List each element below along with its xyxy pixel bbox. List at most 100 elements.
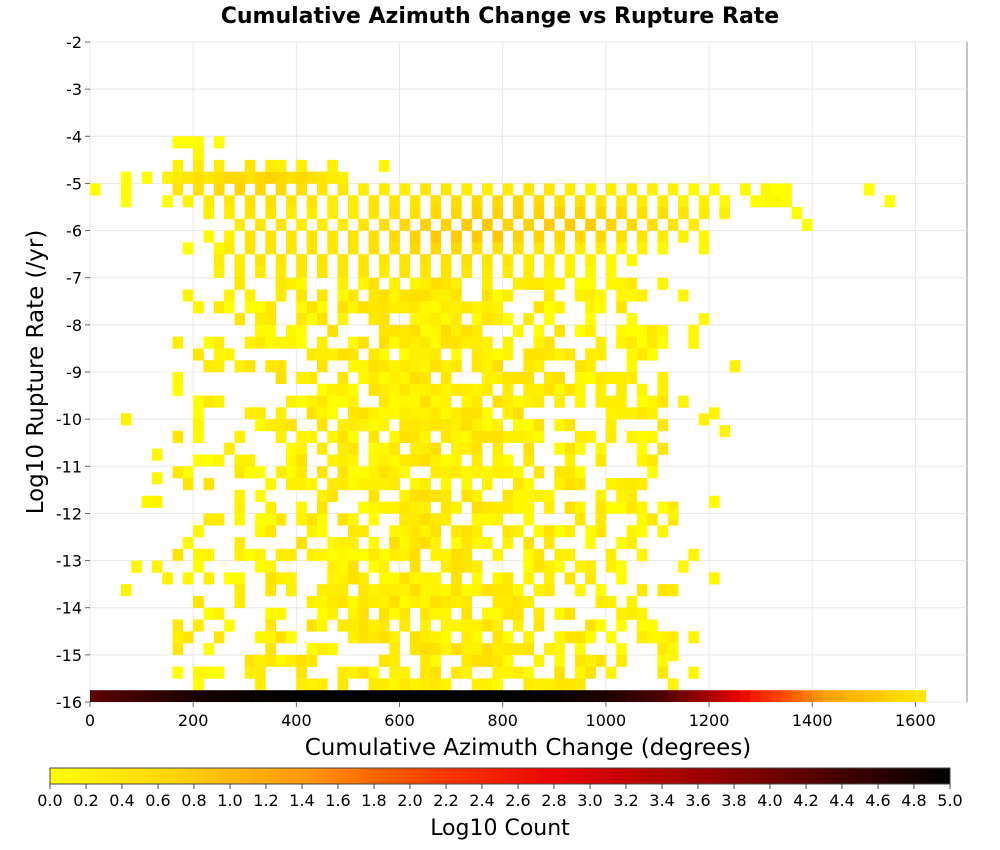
heatmap-cell xyxy=(368,372,380,385)
heatmap-cell xyxy=(399,407,411,420)
heatmap-cell xyxy=(647,324,658,337)
heatmap-cell xyxy=(265,631,277,644)
heatmap-cell xyxy=(378,654,390,667)
heatmap-cell xyxy=(513,643,524,656)
heatmap-cell xyxy=(729,690,741,702)
heatmap-cell xyxy=(543,218,555,231)
heatmap-cell xyxy=(471,242,483,255)
heatmap-cell xyxy=(430,195,442,208)
heatmap-cell xyxy=(265,195,277,208)
heatmap-cell xyxy=(461,407,473,420)
heatmap-cell xyxy=(316,419,328,432)
heatmap-cell xyxy=(605,407,617,420)
x-tick-label: 1400 xyxy=(792,711,833,730)
heatmap-cell xyxy=(306,643,318,656)
heatmap-cell xyxy=(543,643,555,656)
heatmap-cell xyxy=(213,336,225,349)
heatmap-cell xyxy=(234,548,246,561)
heatmap-cell xyxy=(337,372,349,385)
heatmap-cell xyxy=(554,207,565,220)
heatmap-cell xyxy=(461,419,473,432)
heatmap-cell xyxy=(286,631,297,644)
heatmap-cell xyxy=(368,407,380,420)
heatmap-cell xyxy=(430,466,442,479)
colorbar-tick-label: 0.8 xyxy=(181,791,206,810)
heatmap-cell xyxy=(482,607,493,620)
heatmap-cell xyxy=(172,619,184,632)
heatmap-cell xyxy=(182,136,194,149)
heatmap-cell xyxy=(523,631,534,644)
heatmap-cell xyxy=(337,218,349,231)
heatmap-cell xyxy=(224,230,235,243)
heatmap-cell xyxy=(461,631,473,644)
heatmap-cell xyxy=(533,360,545,373)
heatmap-cell xyxy=(378,419,390,432)
heatmap-cell xyxy=(616,383,627,396)
heatmap-cell xyxy=(409,372,421,385)
heatmap-cell xyxy=(182,289,194,302)
heatmap-cell xyxy=(471,501,483,514)
heatmap-cell xyxy=(605,560,617,573)
heatmap-cell xyxy=(378,301,390,314)
heatmap-cell xyxy=(595,584,607,597)
heatmap-cell xyxy=(255,666,266,679)
heatmap-cell xyxy=(224,171,235,184)
colorbar-tick-label: 0.4 xyxy=(109,791,134,810)
heatmap-cell xyxy=(678,207,689,220)
heatmap-cell xyxy=(647,430,658,444)
heatmap-cell xyxy=(162,690,173,702)
heatmap-cell xyxy=(378,348,390,361)
heatmap-cell xyxy=(378,336,390,349)
heatmap-cell xyxy=(131,690,142,702)
heatmap-cell xyxy=(316,336,328,349)
heatmap-cell xyxy=(347,207,359,220)
heatmap-cell xyxy=(471,454,483,467)
heatmap-cell xyxy=(389,537,400,550)
heatmap-cell xyxy=(306,372,318,385)
heatmap-cell xyxy=(564,419,576,432)
heatmap-cell xyxy=(347,419,359,432)
heatmap-cell xyxy=(286,230,297,243)
heatmap-cell xyxy=(492,230,504,243)
heatmap-cell xyxy=(378,478,390,491)
heatmap-cell xyxy=(358,301,369,314)
heatmap-cell xyxy=(286,690,297,702)
heatmap-cell xyxy=(213,159,225,172)
heatmap-cell xyxy=(234,501,246,514)
heatmap-cell xyxy=(440,407,452,420)
heatmap-cell xyxy=(574,690,586,702)
heatmap-cell xyxy=(667,584,679,597)
heatmap-cell xyxy=(306,407,318,420)
heatmap-cell xyxy=(884,690,896,702)
heatmap-cell xyxy=(657,654,669,667)
heatmap-cell xyxy=(286,242,297,255)
heatmap-cell xyxy=(296,430,307,444)
heatmap-cell xyxy=(286,207,297,220)
colorbar-tick-label: 2.6 xyxy=(505,791,530,810)
heatmap-cell xyxy=(337,301,349,314)
heatmap-cell xyxy=(564,348,576,361)
heatmap-cell xyxy=(234,360,246,373)
heatmap-cell xyxy=(595,301,607,314)
heatmap-cell xyxy=(471,336,483,349)
heatmap-cell xyxy=(543,183,555,196)
colorbar-ticks: 0.0 0.2 0.4 0.6 0.8 1.0 1.2 1.4 1.6 1.8 2.0 2.2 2.4 2… xyxy=(37,784,963,810)
heatmap-cell xyxy=(471,360,483,373)
heatmap-cell xyxy=(265,230,277,243)
heatmap-cell xyxy=(533,348,545,361)
heatmap-cell xyxy=(296,324,307,337)
heatmap-cell xyxy=(316,678,328,691)
heatmap-cell xyxy=(585,430,596,444)
heatmap-cell xyxy=(275,430,287,444)
heatmap-cell xyxy=(636,584,648,597)
heatmap-cell xyxy=(461,537,473,550)
heatmap-cell xyxy=(451,336,462,349)
heatmap-cell xyxy=(358,419,369,432)
heatmap-cell xyxy=(430,525,442,538)
heatmap-cell xyxy=(451,619,462,632)
heatmap-cell xyxy=(595,242,607,255)
heatmap-cell xyxy=(430,572,442,585)
heatmap-cell xyxy=(554,230,565,243)
heatmap-cell xyxy=(513,478,524,491)
heatmap-cell xyxy=(657,525,669,538)
